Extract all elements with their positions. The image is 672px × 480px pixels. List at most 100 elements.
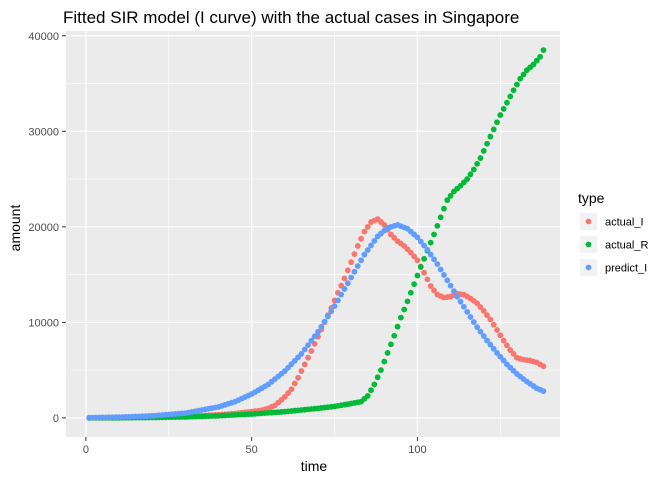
point-actual_R xyxy=(407,289,414,296)
point-actual_R xyxy=(364,393,371,399)
point-predict_I xyxy=(421,242,427,249)
x-axis: 0 50 100 xyxy=(83,437,427,456)
point-predict_I xyxy=(431,256,437,263)
point-predict_I xyxy=(361,251,368,258)
point-predict_I xyxy=(424,246,431,253)
y-tick-label: 40000 xyxy=(28,31,59,43)
y-tick-label: 10000 xyxy=(28,317,59,329)
point-predict_I xyxy=(351,268,358,275)
point-predict_I xyxy=(354,263,361,269)
point-predict_I xyxy=(301,346,308,353)
point-actual_R xyxy=(378,367,384,374)
point-predict_I xyxy=(331,303,338,310)
point-predict_I xyxy=(497,353,504,360)
point-actual_R xyxy=(494,119,500,126)
point-actual_I xyxy=(497,332,504,339)
point-actual_R xyxy=(368,387,374,394)
point-actual_I xyxy=(504,342,510,349)
legend-key-actual_R xyxy=(585,241,592,248)
point-actual_I xyxy=(281,393,288,400)
point-predict_I xyxy=(490,345,497,352)
point-actual_I xyxy=(477,304,484,310)
point-predict_I xyxy=(441,272,447,278)
point-actual_R xyxy=(484,140,490,147)
point-actual_R xyxy=(500,105,507,112)
legend: type actual_I actual_R predict_I xyxy=(578,190,648,276)
point-actual_R xyxy=(421,255,427,262)
point-actual_R xyxy=(480,147,487,154)
point-actual_I xyxy=(351,251,358,257)
point-actual_I xyxy=(308,348,315,354)
point-predict_I xyxy=(467,314,474,320)
point-actual_R xyxy=(540,47,547,54)
y-axis-title: amount xyxy=(7,205,23,252)
x-tick-label: 0 xyxy=(83,444,89,456)
point-actual_I xyxy=(301,361,308,368)
point-actual_I xyxy=(424,276,431,283)
point-actual_I xyxy=(474,300,481,307)
point-actual_R xyxy=(431,231,437,238)
point-actual_R xyxy=(384,350,391,356)
point-predict_I xyxy=(470,319,477,325)
point-actual_R xyxy=(388,341,394,348)
chart-title: Fitted SIR model (I curve) with the actu… xyxy=(63,8,519,27)
point-actual_R xyxy=(397,314,404,321)
legend-label-actual_I: actual_I xyxy=(605,217,644,229)
point-actual_I xyxy=(407,249,414,256)
point-actual_R xyxy=(414,272,421,279)
point-actual_R xyxy=(381,358,388,365)
point-actual_I xyxy=(411,253,418,260)
point-actual_I xyxy=(348,259,355,266)
point-actual_I xyxy=(285,390,292,396)
point-predict_I xyxy=(434,261,441,267)
point-actual_I xyxy=(500,337,507,344)
point-predict_I xyxy=(344,280,351,287)
point-actual_I xyxy=(288,386,295,393)
point-predict_I xyxy=(298,350,305,357)
point-actual_I xyxy=(490,321,497,328)
point-predict_I xyxy=(437,266,444,273)
point-predict_I xyxy=(454,293,461,300)
point-actual_R xyxy=(517,75,524,82)
point-actual_R xyxy=(404,298,411,305)
point-predict_I xyxy=(328,308,335,315)
point-actual_R xyxy=(394,323,401,330)
point-actual_R xyxy=(411,281,418,288)
point-actual_I xyxy=(358,235,364,242)
point-predict_I xyxy=(487,341,494,348)
point-actual_R xyxy=(510,87,517,94)
point-predict_I xyxy=(460,303,467,310)
point-actual_R xyxy=(427,239,434,246)
point-actual_R xyxy=(504,99,510,106)
point-predict_I xyxy=(480,333,487,339)
point-actual_R xyxy=(437,214,444,221)
point-predict_I xyxy=(457,298,464,305)
point-predict_I xyxy=(318,323,325,330)
point-actual_I xyxy=(427,283,434,289)
point-predict_I xyxy=(341,286,348,292)
point-predict_I xyxy=(477,328,484,335)
point-actual_R xyxy=(371,381,378,388)
point-actual_R xyxy=(514,81,520,88)
point-predict_I xyxy=(484,337,490,344)
y-tick-label: 20000 xyxy=(28,222,59,234)
point-predict_I xyxy=(325,313,331,320)
point-actual_I xyxy=(510,350,517,357)
point-actual_R xyxy=(537,53,544,60)
x-axis-title: time xyxy=(301,458,328,474)
point-predict_I xyxy=(305,342,311,348)
point-predict_I xyxy=(338,291,345,298)
point-actual_I xyxy=(494,327,500,333)
legend-label-predict_I: predict_I xyxy=(605,263,647,275)
point-actual_R xyxy=(441,205,447,212)
point-actual_I xyxy=(487,316,494,323)
point-actual_I xyxy=(364,223,371,230)
point-predict_I xyxy=(444,277,451,284)
point-predict_I xyxy=(371,238,378,244)
point-actual_R xyxy=(447,192,454,199)
point-actual_I xyxy=(344,267,351,274)
point-actual_R xyxy=(374,374,381,381)
point-actual_R xyxy=(520,71,527,78)
point-predict_I xyxy=(417,238,424,245)
